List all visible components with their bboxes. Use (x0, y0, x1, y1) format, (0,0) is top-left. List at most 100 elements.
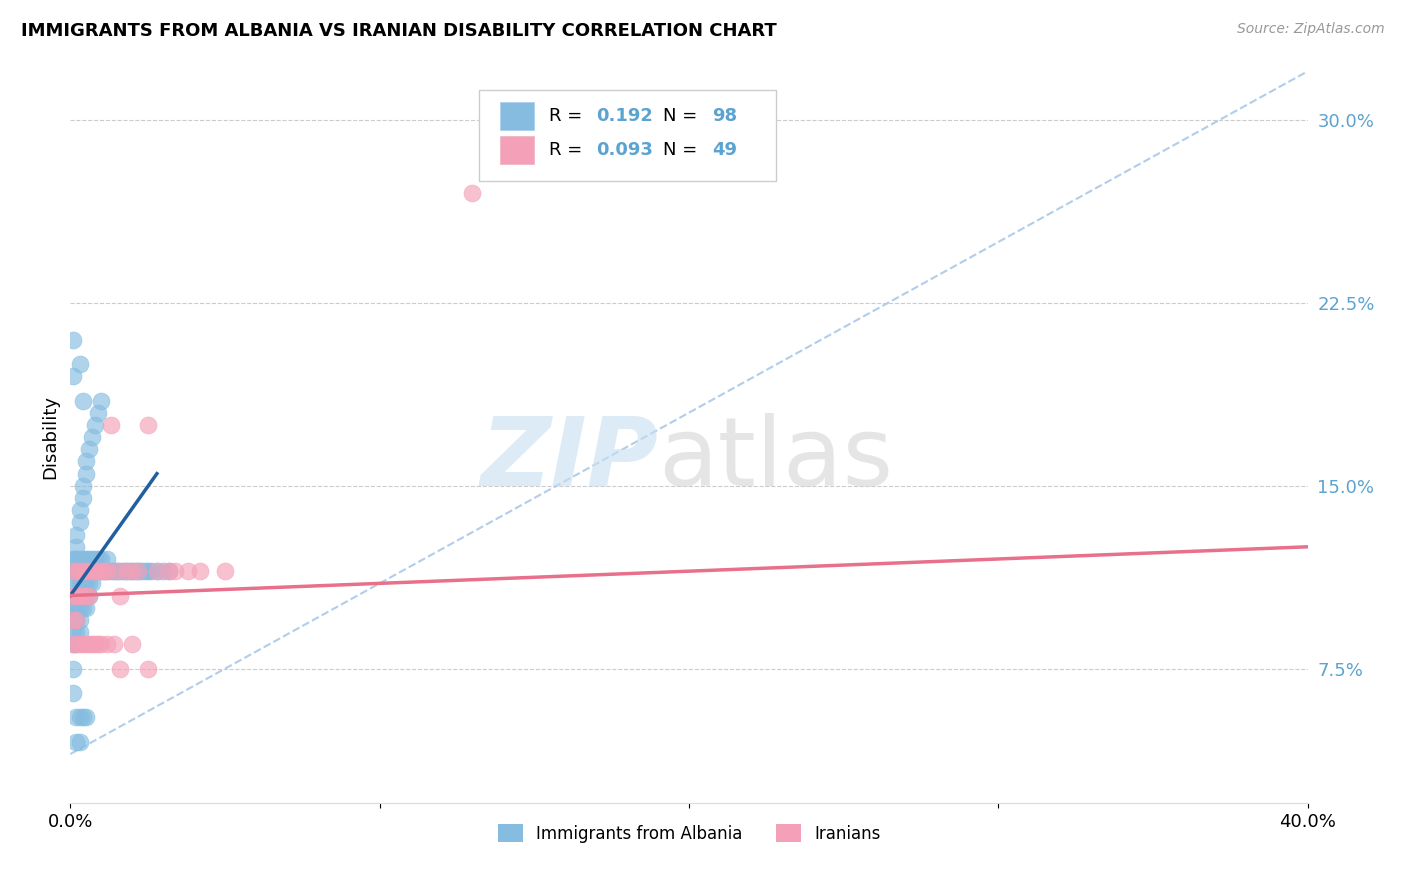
Text: 0.192: 0.192 (596, 107, 652, 125)
Point (69, 576, 91, 591)
Point (62, 662, 84, 676)
Point (118, 564, 141, 578)
Point (90, 552, 112, 566)
Text: 49: 49 (713, 141, 738, 160)
Point (65, 564, 87, 578)
Point (121, 564, 143, 578)
Point (72, 637, 94, 651)
Point (96, 564, 118, 578)
Point (65, 735, 87, 749)
Point (75, 637, 97, 651)
Point (127, 564, 149, 578)
Text: R =: R = (550, 141, 588, 160)
Point (75, 564, 97, 578)
Point (146, 564, 169, 578)
Text: 0.093: 0.093 (596, 141, 652, 160)
Point (87, 406, 110, 420)
Y-axis label: Disability: Disability (41, 395, 59, 479)
Point (62, 637, 84, 651)
Point (69, 564, 91, 578)
Point (105, 564, 128, 578)
Point (90, 393, 112, 408)
Point (65, 600, 87, 615)
Text: atlas: atlas (658, 412, 893, 506)
Point (72, 552, 94, 566)
Point (77, 637, 100, 651)
Point (87, 564, 110, 578)
Point (139, 564, 162, 578)
Point (77, 589, 100, 603)
Point (62, 600, 84, 615)
Point (72, 600, 94, 615)
Point (69, 552, 91, 566)
Point (62, 589, 84, 603)
Point (188, 564, 211, 578)
Point (103, 637, 125, 651)
Point (80, 564, 103, 578)
Point (69, 637, 91, 651)
Point (69, 735, 91, 749)
Point (115, 564, 138, 578)
Point (65, 589, 87, 603)
Point (75, 600, 97, 615)
Point (69, 516, 91, 530)
Point (62, 333, 84, 347)
Point (121, 637, 143, 651)
Point (136, 417, 159, 432)
Point (69, 625, 91, 640)
Point (69, 613, 91, 627)
Point (177, 564, 200, 578)
Point (75, 564, 97, 578)
Point (69, 564, 91, 578)
Point (65, 552, 87, 566)
Point (87, 552, 110, 566)
Point (87, 564, 110, 578)
Point (77, 589, 100, 603)
Point (124, 564, 146, 578)
Point (62, 564, 84, 578)
Point (165, 564, 187, 578)
Point (77, 442, 100, 457)
Point (62, 564, 84, 578)
Point (84, 552, 107, 566)
Point (65, 576, 87, 591)
Point (62, 686, 84, 700)
Point (65, 637, 87, 651)
Point (80, 564, 103, 578)
Legend: Immigrants from Albania, Iranians: Immigrants from Albania, Iranians (491, 818, 887, 849)
Text: N =: N = (664, 107, 703, 125)
Point (75, 710, 97, 724)
Point (84, 564, 107, 578)
Point (75, 467, 97, 481)
Point (62, 637, 84, 651)
Point (62, 576, 84, 591)
Point (75, 589, 97, 603)
Point (77, 564, 100, 578)
Point (90, 564, 112, 578)
FancyBboxPatch shape (478, 90, 776, 181)
Point (136, 662, 159, 676)
Point (72, 710, 94, 724)
Point (65, 589, 87, 603)
Point (62, 613, 84, 627)
Point (90, 637, 112, 651)
Point (62, 564, 84, 578)
Point (65, 613, 87, 627)
Point (108, 662, 131, 676)
Text: IMMIGRANTS FROM ALBANIA VS IRANIAN DISABILITY CORRELATION CHART: IMMIGRANTS FROM ALBANIA VS IRANIAN DISAB… (21, 22, 778, 40)
Point (65, 710, 87, 724)
Point (72, 564, 94, 578)
Point (152, 564, 174, 578)
Point (72, 564, 94, 578)
Point (157, 564, 180, 578)
Point (69, 589, 91, 603)
Point (77, 552, 100, 566)
Point (62, 552, 84, 566)
Point (62, 600, 84, 615)
Point (80, 552, 103, 566)
Point (461, 186, 484, 201)
Point (103, 564, 125, 578)
Point (65, 589, 87, 603)
Point (65, 637, 87, 651)
Point (65, 552, 87, 566)
